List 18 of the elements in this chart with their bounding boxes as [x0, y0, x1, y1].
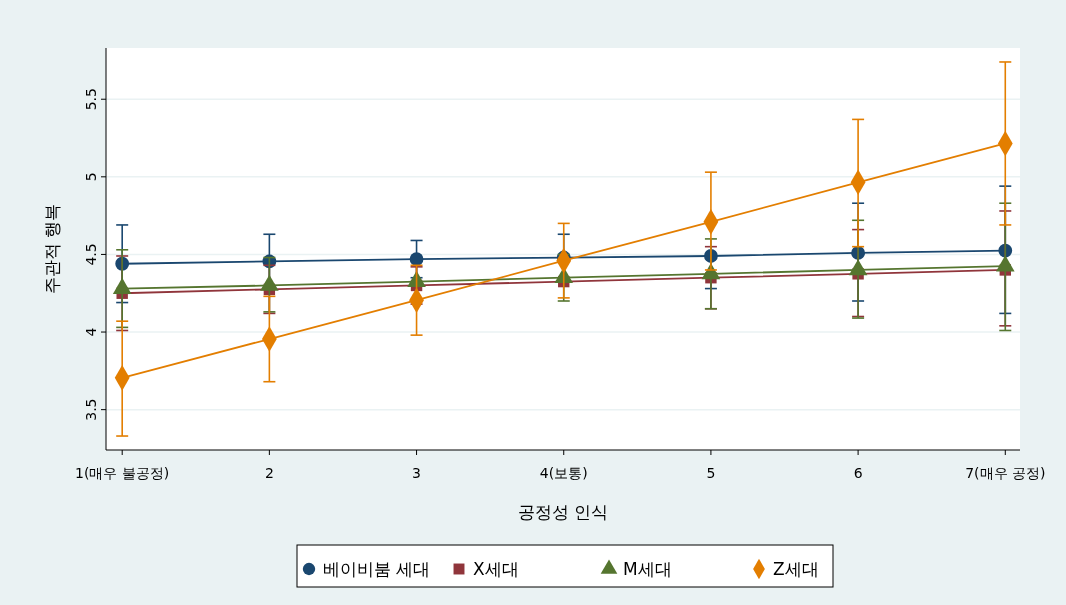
x-tick-label: 2: [264, 465, 274, 481]
x-axis-title: 공정성 인식: [517, 502, 609, 522]
y-axis-title: 주관적 행복: [42, 203, 62, 295]
y-tick-label: 5: [83, 172, 99, 182]
x-tick-label: 4(보통): [539, 465, 588, 481]
y-tick-label: 5.5: [83, 88, 99, 111]
x-tick-label: 7(매우 공정): [965, 465, 1046, 481]
legend-label: X세대: [473, 559, 519, 579]
x-tick-label: 1(매우 불공정): [75, 465, 170, 481]
y-tick-label: 4: [83, 327, 99, 337]
y-tick-label: 4.5: [83, 243, 99, 266]
y-tick-label: 3.5: [83, 398, 99, 421]
x-tick-label: 3: [412, 465, 422, 481]
x-tick-label: 5: [706, 465, 716, 481]
legend-label: 베이비붐 세대: [323, 559, 431, 579]
x-tick-label: 6: [853, 465, 863, 481]
legend-label: Z세대: [773, 559, 819, 579]
legend-label: M세대: [623, 559, 672, 579]
